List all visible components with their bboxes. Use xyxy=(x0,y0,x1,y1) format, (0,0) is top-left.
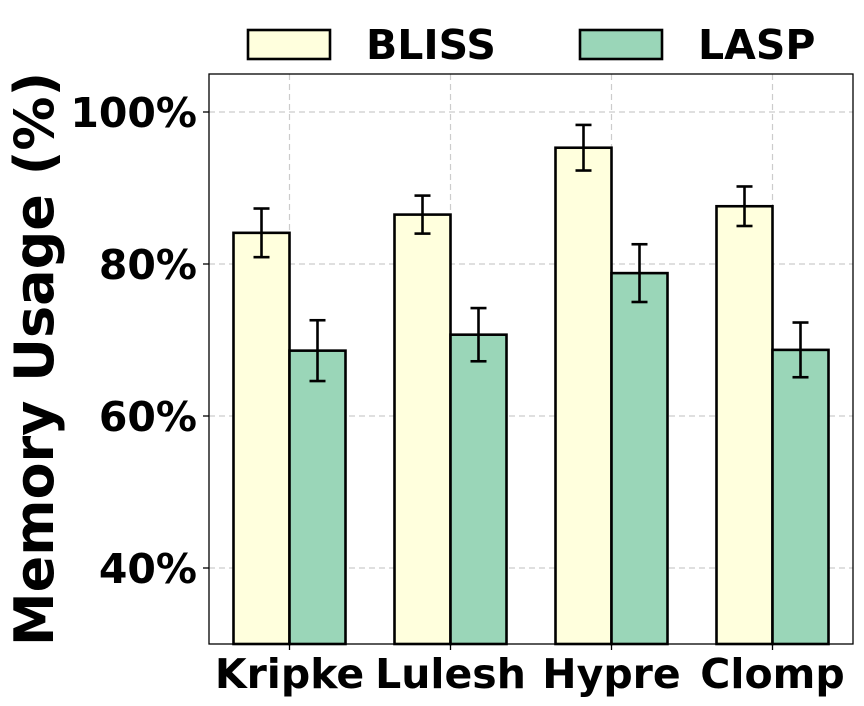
x-axis-ticks: Kripke Lulesh Hypre Clomp xyxy=(215,644,845,698)
x-tick-label: Kripke xyxy=(215,650,364,698)
x-tick-label: Clomp xyxy=(700,650,844,698)
bar-lasp-hypre xyxy=(610,271,669,646)
y-axis-ticks: 40% 60% 80% 100% xyxy=(70,89,209,593)
bar-lasp-clomp xyxy=(771,348,830,646)
x-tick-label: Hypre xyxy=(542,650,680,698)
error-bars xyxy=(253,123,809,383)
x-tick-label: Lulesh xyxy=(375,650,526,698)
legend-label-lasp: LASP xyxy=(698,21,815,69)
plot-frame xyxy=(208,73,854,645)
legend-label-bliss: BLISS xyxy=(366,21,496,69)
y-tick-label: 40% xyxy=(99,545,197,593)
legend: BLISS LASP xyxy=(246,21,815,69)
bar-lasp-kripke xyxy=(288,349,347,646)
bar-bliss-kripke xyxy=(232,231,291,646)
y-tick-label: 60% xyxy=(99,393,197,441)
bar-bliss-hypre xyxy=(554,146,613,646)
bar-bliss-clomp xyxy=(715,204,774,646)
y-tick-label: 80% xyxy=(99,241,197,289)
y-tick-label: 100% xyxy=(70,89,197,137)
bars xyxy=(232,146,830,646)
bar-lasp-lulesh xyxy=(449,333,508,646)
legend-swatch-bliss xyxy=(246,28,332,61)
legend-swatch-lasp xyxy=(578,28,664,61)
bar-bliss-lulesh xyxy=(393,213,452,646)
y-axis-label: Memory Usage (%) xyxy=(3,72,66,646)
